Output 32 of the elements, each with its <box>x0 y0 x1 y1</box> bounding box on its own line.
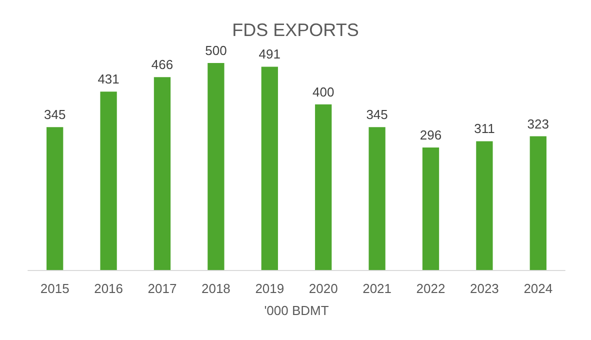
data-label: 491 <box>258 46 280 62</box>
data-label: 296 <box>420 127 442 142</box>
data-label: 400 <box>312 84 334 100</box>
bar <box>100 92 117 270</box>
data-label: 345 <box>44 107 66 122</box>
data-label: 345 <box>366 107 388 122</box>
chart-title: FDS EXPORTS <box>232 20 359 40</box>
bar <box>476 141 493 270</box>
data-label: 500 <box>205 43 227 58</box>
data-label: 323 <box>527 116 549 132</box>
data-label: 466 <box>151 57 174 72</box>
x-tick-label: 2018 <box>201 281 230 296</box>
x-tick-label: 2019 <box>255 281 284 296</box>
data-label: 431 <box>98 72 120 87</box>
bar <box>208 63 224 270</box>
bar <box>46 127 64 270</box>
data-label: 311 <box>474 121 495 136</box>
bar <box>261 66 278 270</box>
bar <box>530 136 546 270</box>
x-tick-label: 2021 <box>362 281 392 296</box>
bar <box>368 127 386 270</box>
bar <box>315 104 332 270</box>
bar <box>422 147 440 270</box>
x-tick-label: 2016 <box>94 281 124 296</box>
x-tick-label: 2022 <box>416 281 446 296</box>
x-tick-label: 2023 <box>470 281 499 296</box>
x-tick-label: 2024 <box>524 281 553 296</box>
x-axis-title: '000 BDMT <box>264 303 329 318</box>
bar <box>154 77 171 270</box>
x-tick-label: 2020 <box>308 281 338 296</box>
x-tick-label: 2017 <box>148 281 177 296</box>
x-tick-label: 2015 <box>40 281 70 296</box>
